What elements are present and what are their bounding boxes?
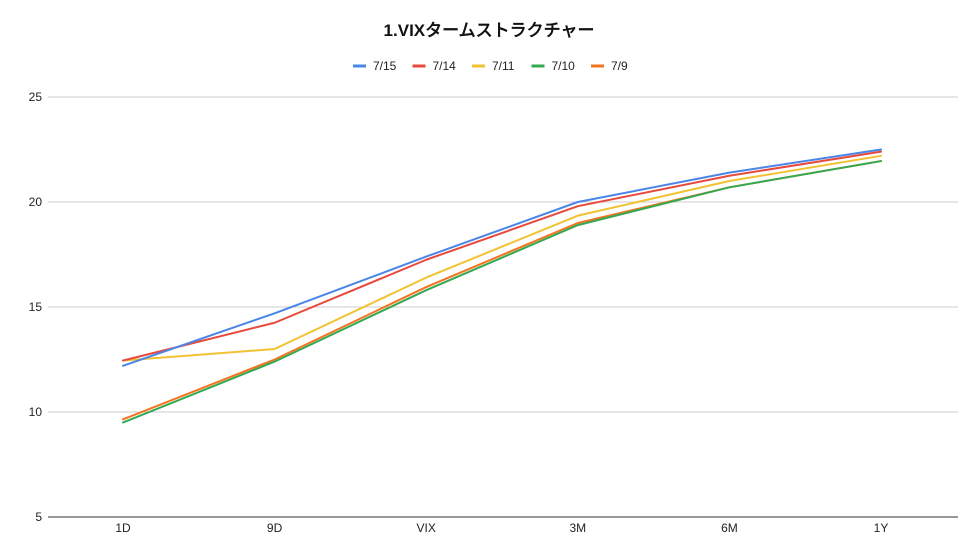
y-tick-label: 5 (35, 510, 42, 524)
x-tick-label: 6M (721, 521, 738, 535)
series-line-7-14 (122, 150, 882, 362)
legend-label: 7/15 (373, 59, 397, 73)
series-line-7-11 (122, 154, 882, 362)
y-axis-tick-labels: 5 10 15 20 25 (29, 90, 43, 524)
chart-title: 1.VIXタームストラクチャー (384, 21, 595, 40)
x-tick-label: 1Y (874, 521, 889, 535)
y-tick-label: 20 (29, 195, 43, 209)
x-tick-label: 3M (569, 521, 586, 535)
series-line-7-15 (122, 148, 882, 367)
legend-label: 7/11 (492, 59, 515, 73)
legend-label: 7/14 (433, 59, 457, 73)
series-line-7-10 (122, 160, 882, 424)
y-tick-label: 25 (29, 90, 43, 104)
y-tick-label: 10 (29, 405, 43, 419)
grid-lines (48, 96, 958, 518)
x-tick-label: 1D (115, 521, 131, 535)
chart-legend: 7/15 7/14 7/11 7/10 7/9 (353, 59, 628, 73)
x-axis-tick-labels: 1D 9D VIX 3M 6M 1Y (115, 521, 888, 535)
legend-label: 7/10 (552, 59, 576, 73)
series-line-7-9 (122, 160, 882, 421)
legend-label: 7/9 (611, 59, 628, 73)
x-tick-label: 9D (267, 521, 283, 535)
series-lines (122, 148, 882, 424)
y-tick-label: 15 (29, 300, 43, 314)
x-tick-label: VIX (417, 521, 436, 535)
